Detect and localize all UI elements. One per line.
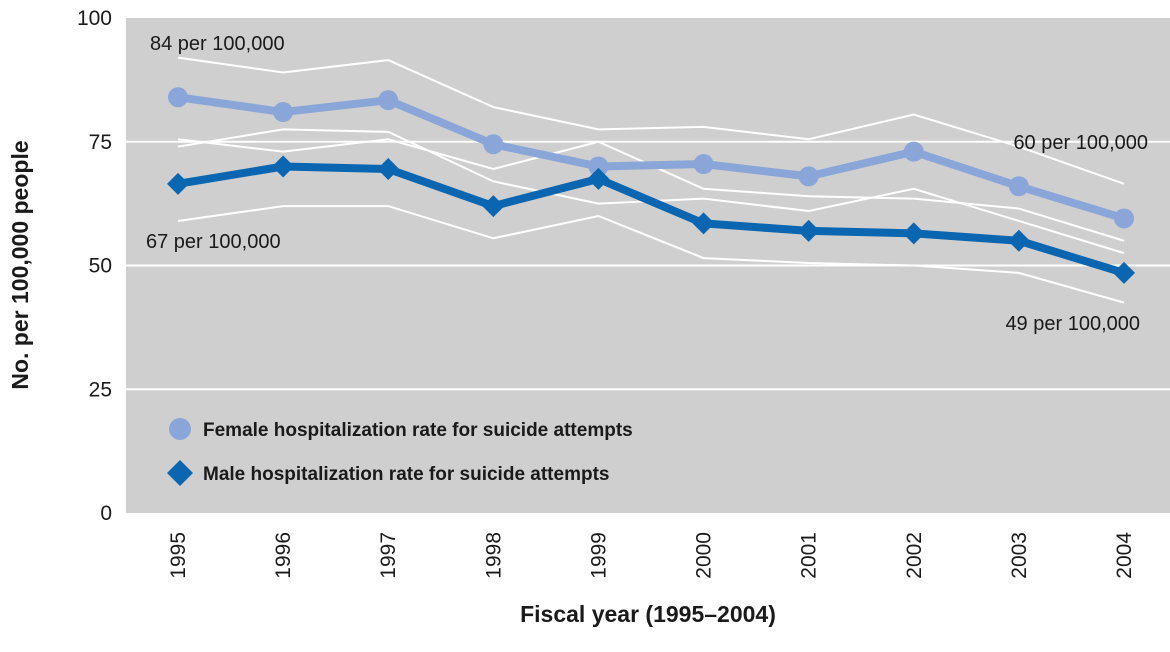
female-data-point <box>1008 176 1029 197</box>
y-tick-label: 75 <box>89 131 112 154</box>
ci-line-0-ci_upper <box>177 56 1125 185</box>
male-data-point <box>167 172 189 195</box>
annotation-male-1995: 67 per 100,000 <box>146 231 281 253</box>
female-data-point <box>693 154 714 175</box>
legend: Female hospitalization rate for suicide … <box>167 418 633 486</box>
male-data-point <box>587 167 610 190</box>
x-tick-label: 2000 <box>693 532 716 579</box>
female-data-point <box>378 90 399 111</box>
x-tick-label: 1998 <box>482 532 505 579</box>
male-data-point <box>1007 229 1030 252</box>
male-data-point <box>902 222 925 245</box>
male-data-point <box>692 212 715 235</box>
x-tick-label: 2003 <box>1008 532 1031 579</box>
male-data-point <box>272 155 295 178</box>
annotation-female-1995: 84 per 100,000 <box>150 33 285 55</box>
male-data-point <box>797 219 820 242</box>
y-tick-label: 25 <box>89 378 112 401</box>
y-tick-label: 0 <box>100 502 112 525</box>
x-tick-labels: 1995 1996 1997 1998 1999 2000 2001 2002 2003 2004 <box>167 532 1136 579</box>
y-axis-title: No. per 100,000 people <box>7 140 33 389</box>
x-tick-label: 2004 <box>1113 532 1136 579</box>
x-tick-label: 1999 <box>587 532 610 579</box>
female-data-point <box>903 141 924 162</box>
female-data-point <box>483 134 504 155</box>
annotation-female-2004: 60 per 100,000 <box>1013 132 1148 154</box>
male-data-point <box>482 195 505 218</box>
x-tick-label: 1996 <box>272 532 295 579</box>
gridlines <box>126 140 1170 391</box>
female-data-point <box>1114 208 1134 229</box>
x-tick-label: 2001 <box>798 532 821 579</box>
male-data-point <box>377 157 400 180</box>
series-line-0 <box>177 93 1126 223</box>
male-data-point <box>1113 261 1135 284</box>
annotation-male-2004: 49 per 100,000 <box>1005 313 1140 335</box>
y-tick-label: 50 <box>89 255 112 278</box>
legend-label-female: Female hospitalization rate for suicide … <box>203 420 633 441</box>
female-data-point <box>273 102 294 123</box>
y-tick-label: 100 <box>77 7 112 30</box>
x-tick-label: 1995 <box>167 532 190 579</box>
legend-marker-male <box>167 460 193 486</box>
legend-marker-female <box>169 418 191 440</box>
legend-label-male: Male hospitalization rate for suicide at… <box>203 464 609 485</box>
series-lines <box>177 93 1126 277</box>
female-data-point <box>798 166 819 187</box>
x-axis-title: Fiscal year (1995–2004) <box>520 601 776 627</box>
ci-line-1-ci_lower <box>177 205 1125 304</box>
series-markers <box>167 87 1135 284</box>
female-data-point <box>588 156 609 177</box>
x-tick-label: 2002 <box>903 532 926 579</box>
female-data-point <box>168 87 188 108</box>
x-tick-label: 1997 <box>377 532 400 579</box>
y-tick-labels: 0 25 50 75 100 <box>77 7 112 525</box>
series-line-1 <box>177 162 1126 277</box>
